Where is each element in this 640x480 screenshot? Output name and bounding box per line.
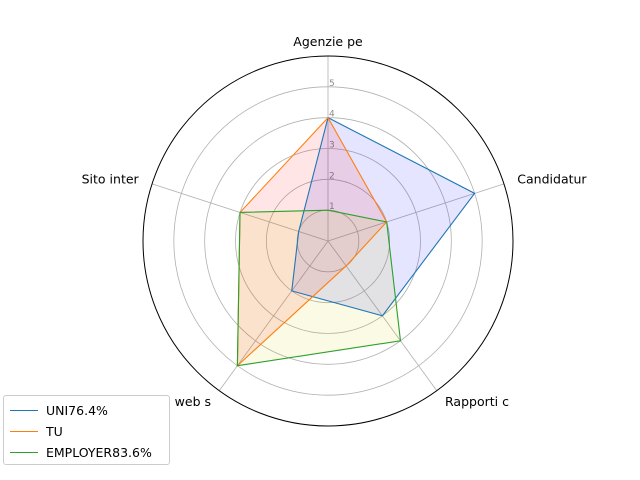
- axis-label: Candidatur: [517, 172, 587, 187]
- axis-label: Sito inter: [82, 172, 140, 187]
- legend-item: EMPLOYER83.6%: [10, 442, 163, 463]
- legend: UNI76.4% TU EMPLOYER83.6%: [3, 395, 170, 465]
- outer-frame: [142, 55, 514, 427]
- legend-item: TU: [10, 421, 163, 442]
- legend-item: UNI76.4%: [10, 400, 163, 421]
- radial-tick-label: 5: [329, 79, 335, 89]
- legend-label: EMPLOYER83.6%: [46, 445, 152, 460]
- legend-label: TU: [46, 424, 63, 439]
- series-area: [237, 210, 401, 366]
- radial-tick-label: 4: [329, 110, 335, 120]
- radial-tick-label: 1: [329, 202, 335, 212]
- radial-tick-label: 3: [329, 141, 335, 151]
- legend-swatch-2: [10, 452, 38, 453]
- legend-swatch-1: [10, 431, 38, 432]
- series-line: [236, 116, 388, 367]
- series-line: [236, 209, 402, 367]
- axis-label: Rapporti c: [445, 394, 509, 409]
- legend-swatch-0: [10, 410, 38, 411]
- series-line: [291, 116, 476, 317]
- axis-label: Agenzie pe: [293, 34, 363, 49]
- series-area: [237, 117, 387, 366]
- legend-label: UNI76.4%: [46, 403, 108, 418]
- radial-tick-label: 2: [329, 171, 335, 181]
- series-layer: [236, 116, 476, 367]
